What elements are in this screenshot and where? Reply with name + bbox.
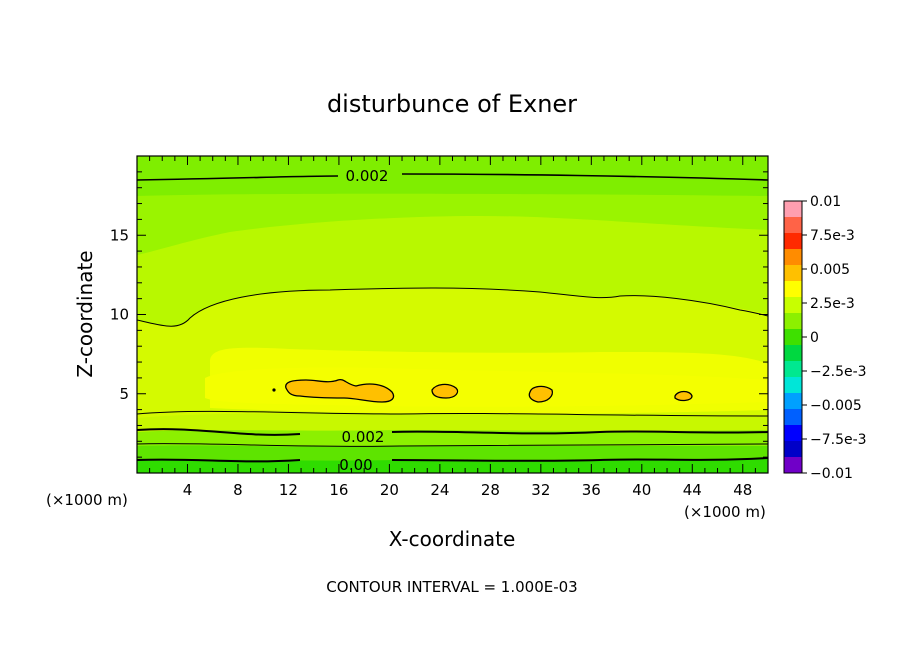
x-tick-label: 20 [380, 481, 399, 499]
blob-dot [272, 388, 276, 392]
colorbar-swatch [784, 201, 802, 218]
contour-label: 0.002 [346, 167, 389, 185]
colorbar-label: 0 [810, 330, 819, 346]
colorbar-swatch [784, 425, 802, 442]
colorbar-label: 7.5e-3 [810, 228, 855, 244]
x-tick-label: 24 [430, 481, 449, 499]
x-tick-label: 40 [632, 481, 651, 499]
x-unit-left: (×1000 m) [46, 491, 128, 509]
colorbar-swatch [784, 345, 802, 362]
colorbar: 0.01 7.5e-3 0.005 2.5e-3 0 −2.5e-3 −0.005 −7.5e… [783, 194, 867, 482]
x-axis-ticks: 4 8 12 16 20 24 28 32 36 40 44 48 [149, 156, 756, 499]
x-tick-label: 8 [233, 481, 243, 499]
colorbar-label: 2.5e-3 [810, 296, 855, 312]
colorbar-swatch [784, 329, 802, 346]
y-axis-ticks: 5 10 15 [110, 171, 768, 458]
blob-2 [431, 383, 459, 399]
blob-1 [285, 378, 395, 403]
colorbar-swatch [784, 361, 802, 378]
footer-text: CONTOUR INTERVAL = 1.000E-03 [326, 578, 577, 596]
colorbar-swatch [784, 297, 802, 314]
y-axis-label: Z-coordinate [73, 250, 97, 377]
y-tick-label: 10 [110, 306, 129, 324]
x-tick-label: 28 [481, 481, 500, 499]
x-tick-label: 44 [683, 481, 702, 499]
colorbar-label: −0.005 [810, 398, 862, 414]
x-tick-label: 4 [183, 481, 193, 499]
colorbar-label: 0.01 [810, 194, 841, 210]
x-unit-right: (×1000 m) [684, 503, 766, 521]
colorbar-swatch [784, 377, 802, 394]
colorbar-swatch [784, 217, 802, 234]
colorbar-label: −2.5e-3 [810, 364, 867, 380]
contour-top [137, 173, 768, 181]
x-tick-label: 36 [582, 481, 601, 499]
x-tick-label: 48 [733, 481, 752, 499]
x-axis-label: X-coordinate [389, 527, 516, 551]
colorbar-swatch [784, 393, 802, 410]
y-tick-label: 5 [119, 385, 129, 403]
contour-mid [137, 287, 768, 327]
colorbar-swatch [784, 313, 802, 330]
contour-low-d [137, 457, 768, 463]
colorbar-label: −0.01 [810, 466, 853, 482]
x-tick-label: 16 [329, 481, 348, 499]
contour-label: 0.002 [342, 428, 385, 446]
band-low-4 [137, 458, 768, 473]
contour-low-a [137, 410, 768, 417]
colorbar-swatch [784, 409, 802, 426]
blob-4 [674, 390, 693, 402]
contour-label: 0.00 [339, 456, 372, 474]
colorbar-swatch [784, 249, 802, 266]
colorbar-swatch [784, 233, 802, 250]
colorbar-swatch [784, 441, 802, 458]
y-tick-label: 15 [110, 226, 129, 244]
plot-area [137, 156, 768, 473]
colorbar-label: 0.005 [810, 262, 850, 278]
chart-title: disturbunce of Exner [327, 90, 577, 118]
colorbar-swatch [784, 265, 802, 282]
colorbar-label: −7.5e-3 [810, 432, 867, 448]
x-tick-label: 12 [279, 481, 298, 499]
colorbar-swatch [784, 281, 802, 298]
contour-low-b [137, 428, 768, 436]
x-tick-label: 32 [531, 481, 550, 499]
blob-3 [528, 385, 554, 403]
colorbar-swatch [784, 457, 802, 474]
